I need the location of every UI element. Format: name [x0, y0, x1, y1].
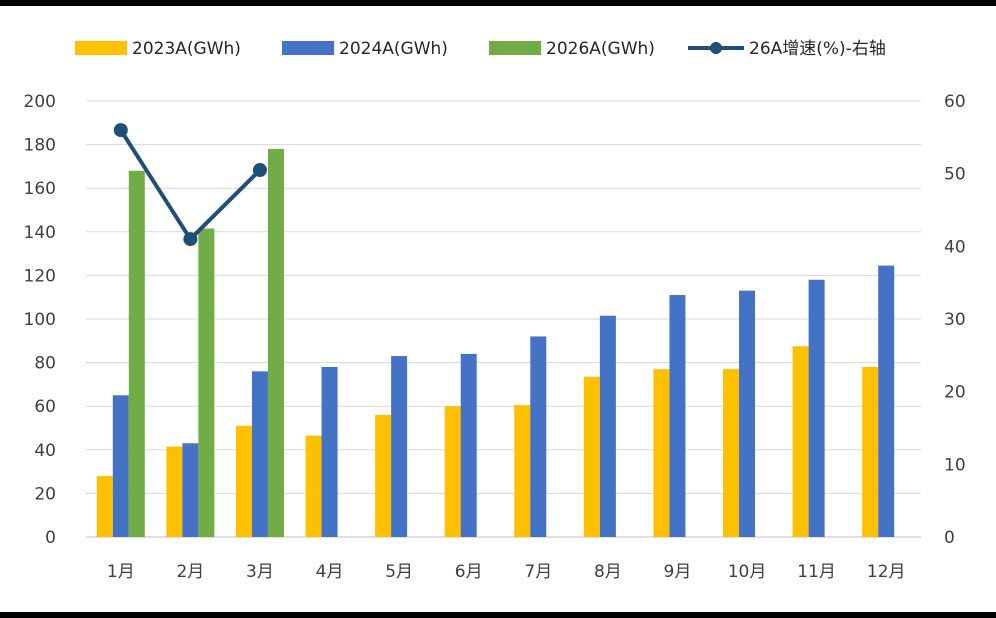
legend-label-growth: 26A增速(%)-右轴	[749, 39, 886, 59]
bar-2024-6月	[460, 353, 477, 537]
legend-swatch-2024	[282, 41, 334, 55]
line-series	[113, 123, 267, 247]
legend-label-2023: 2023A(GWh)	[132, 39, 241, 59]
bar-2023-6月	[444, 406, 461, 537]
right-axis-tick-label: 40	[944, 237, 966, 257]
left-axis-tick-label: 60	[34, 397, 56, 417]
x-axis-tick-label: 10月	[728, 562, 767, 582]
left-axis-ticks: 0 20 40 60 80 100 120 140 160 180 200	[24, 92, 56, 548]
right-axis-tick-label: 60	[944, 92, 966, 112]
x-axis-ticks: 1月 2月 3月 4月 5月 6月 7月 8月 9月 10月 11月 12月	[107, 562, 906, 582]
bar-2023-4月	[305, 435, 322, 537]
right-axis-tick-label: 50	[944, 165, 966, 185]
legend-label-2024: 2024A(GWh)	[339, 39, 448, 59]
bar-2024-9月	[669, 295, 686, 537]
bar-2026-3月	[267, 148, 284, 537]
bar-2023-2月	[166, 446, 183, 537]
x-axis-tick-label: 2月	[176, 562, 204, 582]
x-axis-tick-label: 12月	[867, 562, 906, 582]
bar-2024-5月	[391, 356, 408, 537]
x-axis-tick-label: 7月	[524, 562, 552, 582]
bar-2024-12月	[878, 265, 895, 537]
legend-label-2026: 2026A(GWh)	[546, 39, 655, 59]
bar-2024-4月	[321, 366, 338, 537]
gridlines	[86, 100, 921, 538]
x-axis-tick-label: 9月	[664, 562, 692, 582]
growth-point	[113, 123, 128, 138]
bar-2024-1月	[112, 395, 129, 537]
legend: 2023A(GWh) 2024A(GWh) 2026A(GWh) 26A增速(%…	[75, 39, 886, 59]
left-axis-tick-label: 180	[24, 136, 56, 156]
bar-2024-2月	[182, 443, 199, 537]
bar-2023-1月	[96, 475, 113, 537]
bar-2026-2月	[198, 228, 215, 537]
right-axis-tick-label: 10	[944, 455, 966, 475]
legend-swatch-2023	[75, 41, 127, 55]
left-axis-tick-label: 160	[24, 179, 56, 199]
bars	[96, 148, 895, 537]
right-axis-ticks: 0 10 20 30 40 50 60	[944, 92, 966, 548]
left-axis-tick-label: 100	[24, 310, 56, 330]
left-axis-tick-label: 80	[34, 354, 56, 374]
growth-point	[252, 163, 267, 178]
bar-2023-3月	[235, 425, 252, 537]
right-axis-tick-label: 20	[944, 383, 966, 403]
left-axis-tick-label: 40	[34, 441, 56, 461]
right-axis-tick-label: 0	[944, 528, 955, 548]
bar-2023-12月	[862, 366, 879, 537]
left-axis-tick-label: 140	[24, 223, 56, 243]
x-axis-tick-label: 8月	[594, 562, 622, 582]
bar-2024-8月	[599, 315, 616, 537]
left-axis-tick-label: 120	[24, 266, 56, 286]
x-axis-tick-label: 4月	[316, 562, 344, 582]
legend-swatch-2026	[489, 41, 541, 55]
x-axis-tick-label: 6月	[455, 562, 483, 582]
x-axis-tick-label: 3月	[246, 562, 274, 582]
left-axis-tick-label: 20	[34, 484, 56, 504]
growth-point	[183, 232, 198, 247]
bar-2024-3月	[251, 371, 268, 537]
right-axis-tick-label: 30	[944, 310, 966, 330]
x-axis-tick-label: 11月	[797, 562, 836, 582]
x-axis-tick-label: 5月	[385, 562, 413, 582]
bar-2023-8月	[583, 376, 600, 537]
bar-2023-7月	[514, 405, 531, 537]
bar-2023-5月	[375, 414, 392, 537]
bar-2024-11月	[808, 279, 825, 537]
left-axis-tick-label: 0	[45, 528, 56, 548]
bar-2026-1月	[128, 170, 145, 537]
bar-2023-9月	[653, 369, 670, 537]
bar-2023-11月	[792, 346, 809, 537]
left-axis-tick-label: 200	[24, 92, 56, 112]
bar-2024-10月	[739, 290, 756, 537]
bar-2023-10月	[723, 369, 740, 537]
legend-marker-growth	[710, 42, 722, 54]
x-axis-tick-label: 1月	[107, 562, 135, 582]
bar-2024-7月	[530, 336, 547, 537]
